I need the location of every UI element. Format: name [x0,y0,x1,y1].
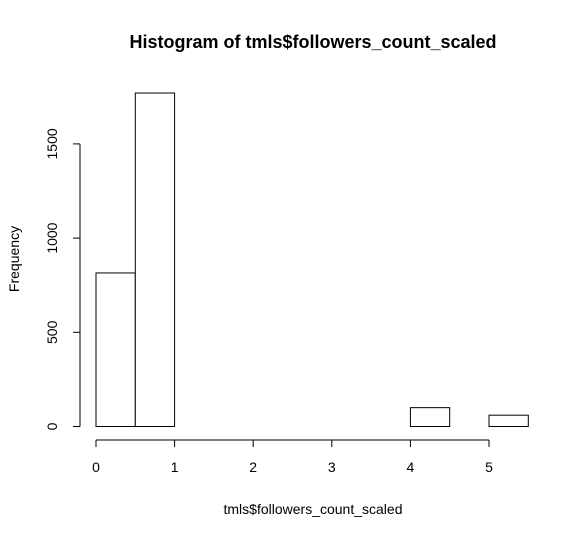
x-tick-label: 2 [249,459,257,475]
histogram-bar-8 [409,407,451,428]
x-axis-label: tmls$followers_count_scaled [224,501,403,517]
x-tick-label: 0 [92,459,100,475]
y-tick-label: 500 [44,320,60,344]
y-tick-label: 1500 [44,128,60,159]
x-tick-label: 1 [171,459,179,475]
histogram-bar-0 [95,272,136,428]
y-tick-label: 1000 [44,222,60,253]
x-tick-label: 5 [485,459,493,475]
histogram-bar-1 [134,92,176,427]
y-tick-label: 0 [44,422,60,430]
y-axis-label: Frequency [6,226,22,292]
x-tick-label: 4 [407,459,415,475]
chart-title: Histogram of tmls$followers_count_scaled [129,32,496,52]
x-axis: 0 1 2 3 4 5 [92,439,493,475]
y-axis: 0 500 1000 1500 [44,128,81,430]
histogram-bar-10 [488,414,529,428]
bars-group [95,92,529,428]
x-tick-label: 3 [328,459,336,475]
